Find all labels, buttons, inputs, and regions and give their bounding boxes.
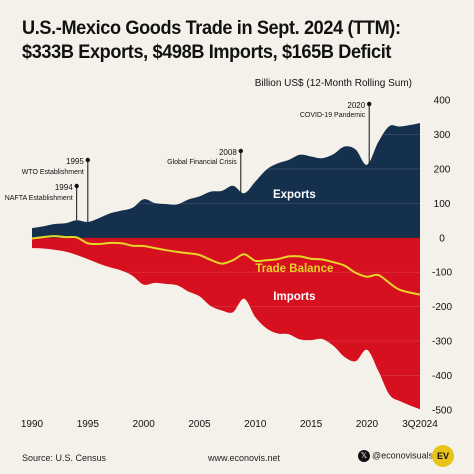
y-tick-label: 400: [434, 96, 451, 107]
annotation-year: 1994: [55, 183, 73, 192]
source-text: Source: U.S. Census: [22, 453, 107, 463]
annotation-text: NAFTA Establishment: [5, 195, 73, 202]
trade-balance-label: Trade Balance: [255, 263, 333, 275]
y-axis-label: Billion US$ (12-Month Rolling Sum): [255, 78, 412, 89]
imports-label: Imports: [273, 291, 315, 303]
econovis-logo: EV: [432, 445, 454, 467]
title-line-1: U.S.-Mexico Goods Trade in Sept. 2024 (T…: [22, 17, 401, 39]
annotation-text: Global Financial Crisis: [167, 159, 237, 166]
exports-area: [32, 123, 420, 238]
handle-text: @econovisuals: [372, 450, 434, 461]
annotation-dot: [85, 157, 91, 163]
areas-group: [32, 123, 420, 410]
y-tick-label: 300: [434, 130, 451, 141]
x-tick-label: 2015: [300, 419, 323, 430]
x-tick-label: 2005: [188, 419, 211, 430]
x-tick-label: 1990: [21, 419, 44, 430]
y-tick-label: -400: [432, 371, 452, 382]
y-tick-label: -100: [432, 268, 452, 279]
y-tick-label: 200: [434, 164, 451, 175]
y-tick-label: -200: [432, 302, 452, 313]
gridlines-group: [32, 99, 420, 411]
y-axis: 400 300 200 100 0 -100 -200 -300 -400 -500: [432, 96, 452, 417]
x-logo-icon: 𝕏: [358, 450, 370, 462]
x-tick-label: 2000: [133, 419, 156, 430]
exports-label: Exports: [273, 189, 316, 201]
x-tick-label: 1995: [77, 419, 100, 430]
title-line-2: $333B Exports, $498B Imports, $165B Defi…: [22, 41, 392, 63]
x-tick-label: 3Q2024: [402, 419, 438, 430]
y-tick-label: -500: [432, 406, 452, 417]
annotation-dot: [74, 183, 79, 189]
website-link[interactable]: www.econovis.net: [208, 453, 281, 463]
annotation-year: 2008: [219, 148, 237, 157]
balance-group: [31, 235, 421, 296]
social-handle[interactable]: 𝕏 @econovisuals: [358, 450, 433, 462]
annotation-dot: [366, 101, 372, 107]
trade-balance-line: [31, 235, 421, 296]
series-labels: Exports Trade Balance Imports: [255, 189, 333, 303]
y-tick-label: -300: [432, 337, 452, 348]
footer: Source: U.S. Census www.econovis.net 𝕏 @e…: [0, 444, 474, 474]
chart-title: U.S.-Mexico Goods Trade in Sept. 2024 (T…: [22, 16, 431, 64]
annotation-text: WTO Establishment: [22, 169, 84, 176]
imports-area: [32, 237, 420, 410]
x-tick-label: 2010: [244, 419, 267, 430]
x-axis: 1990 1995 2000 2005 2010 2015 2020 3Q2024: [21, 419, 438, 430]
annotation-year: 1995: [66, 157, 84, 166]
annotation-dot: [238, 148, 243, 154]
y-tick-label: 100: [434, 199, 451, 210]
x-tick-label: 2020: [356, 419, 379, 430]
y-tick-label: 0: [439, 233, 445, 244]
annotation-year: 2020: [347, 101, 365, 110]
annotation-text: COVID-19 Pandemic: [300, 112, 366, 119]
annotations-group: 1994 NAFTA Establishment 1995 WTO Establish…: [5, 101, 372, 222]
